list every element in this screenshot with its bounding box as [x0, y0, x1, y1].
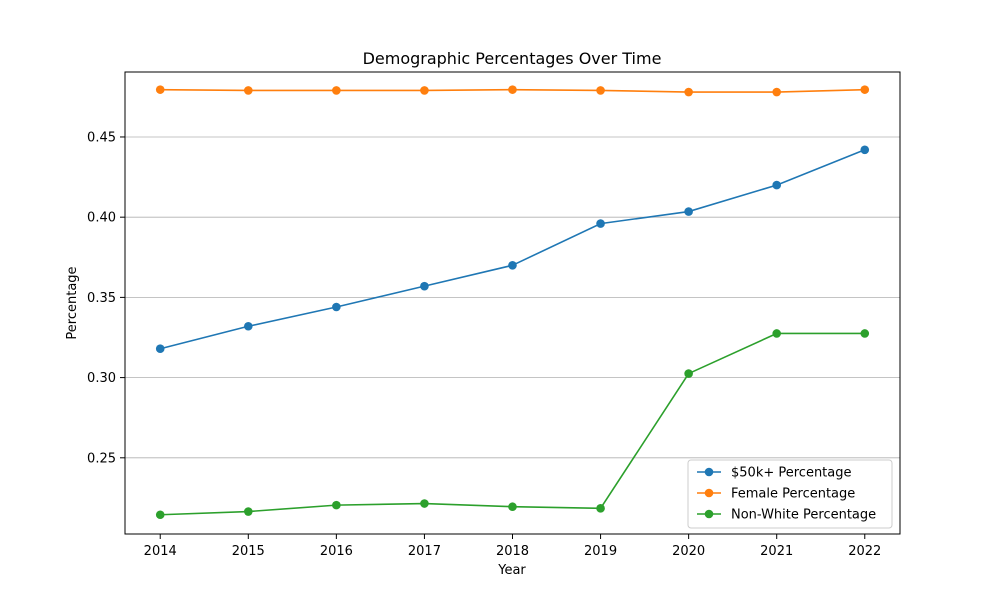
data-point: [155, 510, 165, 520]
legend-marker: [704, 509, 714, 519]
data-point: [860, 85, 870, 94]
x-axis: 2014 2015 2016 2017 2018 2019 2020 2021 2022: [144, 534, 881, 559]
legend-item: Non-White Percentage: [697, 508, 876, 523]
data-point: [596, 86, 605, 95]
data-point: [420, 86, 429, 95]
x-tick-label: 2019: [584, 544, 617, 559]
x-tick-label: 2018: [496, 544, 529, 559]
series-50k-percentage: [155, 145, 870, 354]
y-axis-label: Percentage: [65, 266, 80, 339]
data-point: [684, 207, 693, 216]
data-point: [508, 502, 517, 512]
y-tick-label: 0.30: [87, 371, 116, 386]
legend-items: $50k+ Percentage Female Percentage Non-Whi…: [697, 466, 876, 523]
data-point: [155, 85, 165, 94]
y-tick-label: 0.35: [87, 291, 116, 306]
data-point: [596, 504, 605, 513]
data-point: [508, 261, 517, 270]
data-point: [860, 329, 870, 338]
x-tick-label: 2017: [408, 544, 441, 559]
x-tick-label: 2021: [760, 544, 793, 559]
legend-item: $50k+ Percentage: [697, 466, 852, 481]
x-tick-label: 2014: [144, 544, 177, 559]
data-point: [772, 87, 782, 97]
x-tick-label: 2022: [848, 544, 881, 559]
series-female-percentage: [155, 85, 870, 97]
legend-label: Non-White Percentage: [731, 508, 876, 523]
legend-marker: [704, 467, 714, 477]
data-point: [332, 500, 341, 510]
x-tick-label: 2016: [320, 544, 353, 559]
series-layer: [155, 85, 870, 520]
series-non-white-percentage: [155, 329, 870, 520]
data-point: [243, 507, 253, 516]
x-tick-label: 2020: [672, 544, 705, 559]
x-axis-label: Year: [497, 563, 526, 578]
y-axis: 0.25 0.30 0.35 0.40 0.45: [87, 130, 125, 466]
data-point: [332, 302, 341, 312]
legend-frame: [687, 459, 893, 529]
series-line: [160, 149, 866, 350]
legend-item: Female Percentage: [697, 487, 855, 502]
data-point: [684, 369, 693, 378]
data-point: [420, 281, 429, 291]
legend: $50k+ Percentage Female Percentage Non-Whi…: [687, 459, 893, 529]
data-point: [155, 344, 165, 354]
data-point: [772, 180, 782, 190]
data-point: [243, 321, 253, 331]
data-point: [420, 499, 429, 508]
data-point: [596, 219, 605, 228]
y-tick-label: 0.40: [87, 211, 116, 226]
x-tick-label: 2015: [232, 544, 265, 559]
legend-label: Female Percentage: [731, 487, 855, 502]
data-point: [243, 86, 253, 95]
data-point: [772, 329, 782, 338]
y-tick-label: 0.25: [87, 451, 116, 466]
grid-lines: [125, 136, 900, 459]
data-point: [332, 86, 341, 95]
y-tick-label: 0.45: [87, 130, 116, 145]
data-point: [684, 87, 693, 97]
data-point: [860, 145, 870, 155]
legend-marker: [704, 488, 714, 498]
chart-title: Demographic Percentages Over Time: [363, 49, 662, 68]
legend-label: $50k+ Percentage: [731, 466, 852, 481]
data-point: [508, 85, 517, 94]
